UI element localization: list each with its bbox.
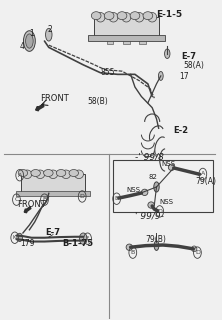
Ellipse shape: [148, 202, 154, 208]
Text: E-7: E-7: [181, 52, 196, 61]
Text: 17: 17: [179, 72, 189, 81]
Ellipse shape: [46, 28, 52, 41]
Ellipse shape: [24, 31, 35, 51]
Text: 79(A): 79(A): [195, 177, 216, 186]
Text: 79(B): 79(B): [145, 236, 166, 244]
Text: 855: 855: [101, 68, 115, 77]
Bar: [16, 191, 90, 196]
Text: 58(B): 58(B): [87, 97, 108, 106]
Bar: [113, 160, 212, 212]
Text: ' 99/9-: ' 99/9-: [135, 211, 164, 220]
Text: D: D: [195, 250, 200, 255]
Ellipse shape: [91, 12, 101, 20]
Text: 58(A): 58(A): [183, 61, 204, 70]
Text: C: C: [14, 197, 19, 202]
Text: B: B: [42, 197, 47, 202]
Ellipse shape: [122, 12, 131, 22]
Ellipse shape: [109, 12, 118, 22]
FancyArrow shape: [36, 104, 44, 111]
Text: NSS: NSS: [126, 187, 140, 193]
Ellipse shape: [104, 12, 114, 20]
Ellipse shape: [96, 12, 105, 22]
Text: E-7: E-7: [46, 228, 61, 237]
Text: 4: 4: [19, 42, 24, 51]
Ellipse shape: [165, 49, 170, 59]
Ellipse shape: [141, 189, 148, 196]
Text: 82: 82: [149, 174, 158, 180]
Ellipse shape: [69, 170, 79, 177]
Text: NSS: NSS: [159, 199, 173, 205]
Text: FRONT: FRONT: [40, 94, 69, 103]
Ellipse shape: [26, 34, 33, 48]
Ellipse shape: [148, 12, 157, 22]
Text: -' 99/8: -' 99/8: [135, 152, 164, 161]
Circle shape: [79, 233, 87, 244]
Ellipse shape: [18, 170, 28, 177]
Bar: [139, 36, 146, 44]
Ellipse shape: [154, 241, 159, 251]
Ellipse shape: [49, 170, 58, 179]
Text: E-2: E-2: [174, 126, 189, 135]
Ellipse shape: [130, 12, 140, 20]
Text: 2: 2: [48, 25, 52, 34]
Text: B: B: [131, 250, 135, 255]
Text: 179: 179: [20, 239, 34, 248]
FancyArrow shape: [24, 207, 31, 213]
Ellipse shape: [192, 246, 197, 252]
Ellipse shape: [159, 71, 163, 80]
Bar: [21, 174, 85, 193]
Ellipse shape: [74, 170, 83, 179]
Text: D: D: [157, 209, 162, 214]
Bar: [94, 17, 159, 36]
Text: E-1-5: E-1-5: [157, 10, 183, 19]
Ellipse shape: [56, 170, 66, 177]
Ellipse shape: [143, 12, 153, 20]
Bar: [123, 36, 130, 44]
Bar: [107, 36, 113, 44]
Text: FRONT: FRONT: [18, 200, 46, 209]
Ellipse shape: [154, 182, 159, 192]
Bar: [87, 35, 165, 41]
Ellipse shape: [61, 170, 71, 179]
Text: B-1-75: B-1-75: [62, 239, 93, 248]
Ellipse shape: [126, 244, 133, 251]
Ellipse shape: [117, 12, 127, 20]
Text: A: A: [201, 172, 205, 176]
Text: K: K: [13, 235, 16, 240]
Ellipse shape: [135, 12, 144, 22]
Ellipse shape: [23, 170, 32, 179]
Text: A: A: [18, 173, 22, 178]
Text: D: D: [80, 194, 85, 199]
Text: E: E: [86, 236, 89, 241]
Ellipse shape: [168, 164, 175, 171]
Circle shape: [17, 233, 22, 242]
Ellipse shape: [31, 170, 40, 177]
Ellipse shape: [36, 170, 45, 179]
Text: B: B: [115, 196, 119, 201]
Ellipse shape: [44, 170, 53, 177]
Text: NSS: NSS: [161, 161, 175, 167]
Text: 1: 1: [29, 28, 34, 38]
